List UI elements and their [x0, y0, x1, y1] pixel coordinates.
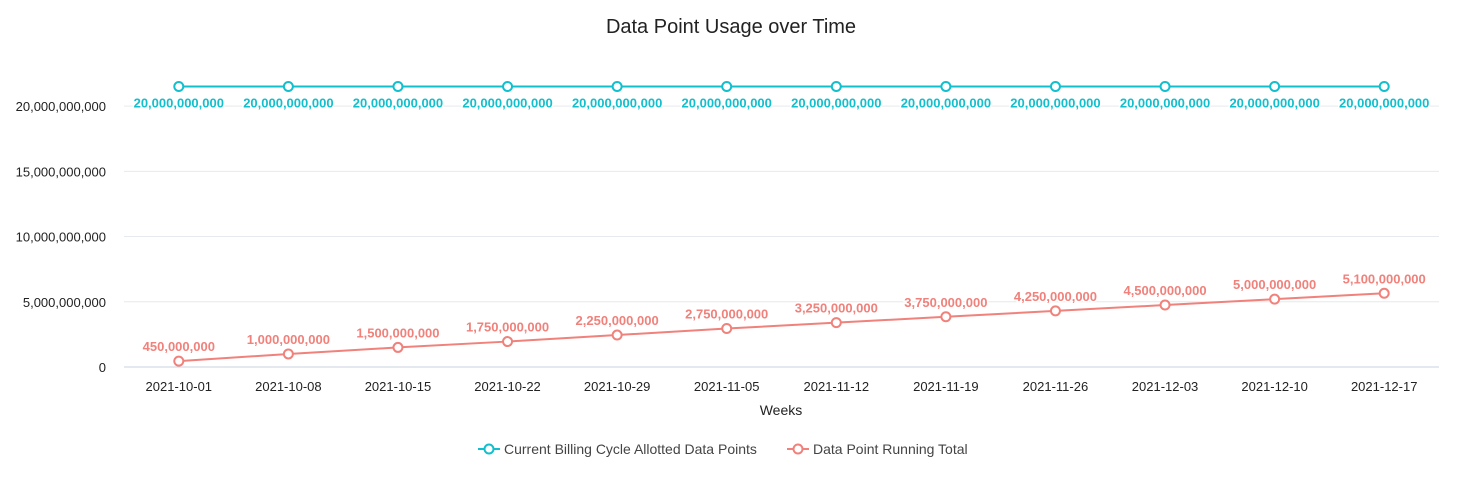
data-label: 5,100,000,000	[1343, 271, 1426, 286]
data-point[interactable]	[282, 348, 294, 360]
data-label: 20,000,000,000	[243, 96, 333, 111]
data-point[interactable]	[173, 355, 185, 367]
data-label: 1,500,000,000	[356, 325, 439, 340]
y-tick-label: 0	[99, 360, 106, 375]
x-tick-label: 2021-10-01	[146, 379, 213, 394]
data-label: 20,000,000,000	[901, 96, 991, 111]
x-tick-label: 2021-12-10	[1241, 379, 1308, 394]
data-label: 20,000,000,000	[1010, 96, 1100, 111]
series-line	[178, 292, 1385, 363]
data-point[interactable]	[1378, 287, 1390, 299]
data-point[interactable]	[611, 81, 623, 93]
data-point[interactable]	[1269, 293, 1281, 305]
x-tick-label: 2021-11-19	[913, 379, 979, 394]
data-point[interactable]	[282, 81, 294, 93]
data-point[interactable]	[392, 81, 404, 93]
x-tick-label: 2021-11-12	[804, 379, 870, 394]
data-label: 20,000,000,000	[462, 96, 552, 111]
data-label: 20,000,000,000	[682, 96, 772, 111]
data-point[interactable]	[1159, 299, 1171, 311]
data-point[interactable]	[940, 311, 952, 323]
legend-item[interactable]: Data Point Running Total	[787, 441, 968, 457]
data-point[interactable]	[1269, 81, 1281, 93]
x-tick-label: 2021-10-29	[584, 379, 651, 394]
legend-circle-marker	[792, 443, 804, 455]
data-point[interactable]	[392, 341, 404, 353]
data-point[interactable]	[721, 323, 733, 335]
data-point[interactable]	[830, 317, 842, 329]
x-axis-ticks: 2021-10-01 2021-10-08 2021-10-15 2021-10-22…	[146, 379, 1418, 394]
data-point[interactable]	[502, 81, 514, 93]
x-tick-label: 2021-12-03	[1132, 379, 1199, 394]
data-label: 3,750,000,000	[904, 295, 987, 310]
series-layer	[173, 81, 1390, 367]
x-tick-label: 2021-12-17	[1351, 379, 1418, 394]
data-label: 20,000,000,000	[791, 96, 881, 111]
data-label: 1,000,000,000	[247, 332, 330, 347]
y-tick-label: 15,000,000,000	[16, 164, 106, 179]
data-point[interactable]	[721, 81, 733, 93]
legend-label: Current Billing Cycle Allotted Data Poin…	[504, 441, 757, 457]
y-axis-ticks: 0 5,000,000,000 10,000,000,000 15,000,000,0…	[16, 99, 106, 375]
data-label: 20,000,000,000	[572, 96, 662, 111]
data-label: 20,000,000,000	[1229, 96, 1319, 111]
data-label: 20,000,000,000	[1339, 96, 1429, 111]
legend-circle-marker	[483, 443, 495, 455]
data-label: 5,000,000,000	[1233, 277, 1316, 292]
x-tick-label: 2021-11-05	[694, 379, 760, 394]
data-label: 20,000,000,000	[134, 96, 224, 111]
grid-lines	[124, 105, 1439, 303]
data-label: 1,750,000,000	[466, 320, 549, 335]
x-axis-title: Weeks	[760, 402, 803, 418]
x-tick-label: 2021-10-08	[255, 379, 322, 394]
x-tick-label: 2021-10-15	[365, 379, 432, 394]
y-tick-label: 5,000,000,000	[23, 295, 106, 310]
legend-item[interactable]: Current Billing Cycle Allotted Data Poin…	[478, 441, 757, 457]
x-tick-label: 2021-11-26	[1023, 379, 1089, 394]
data-point[interactable]	[830, 81, 842, 93]
data-label: 2,750,000,000	[685, 307, 768, 322]
data-label: 20,000,000,000	[1120, 96, 1210, 111]
data-label: 4,500,000,000	[1123, 283, 1206, 298]
data-point[interactable]	[1378, 81, 1390, 93]
data-point[interactable]	[611, 329, 623, 341]
legend-label: Data Point Running Total	[813, 441, 968, 457]
chart-title: Data Point Usage over Time	[606, 16, 856, 38]
data-label: 4,250,000,000	[1014, 289, 1097, 304]
x-tick-label: 2021-10-22	[474, 379, 541, 394]
data-point[interactable]	[1049, 305, 1061, 317]
data-label: 3,250,000,000	[795, 301, 878, 316]
y-tick-label: 10,000,000,000	[16, 230, 106, 245]
data-point[interactable]	[1049, 81, 1061, 93]
data-point[interactable]	[502, 336, 514, 348]
y-tick-label: 20,000,000,000	[16, 99, 106, 114]
data-label: 20,000,000,000	[353, 96, 443, 111]
data-label: 2,250,000,000	[576, 313, 659, 328]
data-point[interactable]	[1159, 81, 1171, 93]
data-labels: 20,000,000,000 20,000,000,000 20,000,000,0…	[132, 94, 1431, 356]
data-point[interactable]	[173, 81, 185, 93]
data-label: 450,000,000	[143, 339, 215, 354]
legend: Current Billing Cycle Allotted Data Poin…	[478, 441, 968, 457]
data-point[interactable]	[940, 81, 952, 93]
